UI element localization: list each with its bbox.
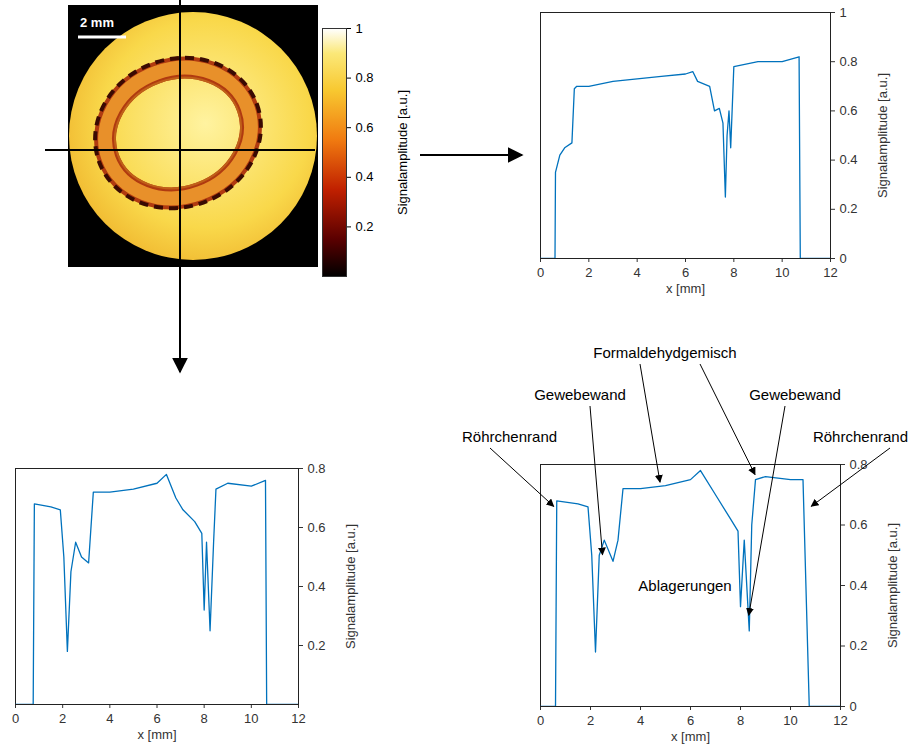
- svg-text:8: 8: [201, 711, 208, 726]
- svg-text:0: 0: [537, 713, 544, 728]
- svg-text:Gewebewand: Gewebewand: [749, 386, 841, 403]
- svg-text:0.8: 0.8: [308, 461, 326, 476]
- svg-text:Signalamplitude [a.u.]: Signalamplitude [a.u.]: [885, 523, 900, 648]
- svg-text:Signalamplitude [a.u.]: Signalamplitude [a.u.]: [875, 73, 890, 198]
- svg-text:0.4: 0.4: [356, 169, 374, 184]
- svg-text:Röhrchenrand: Röhrchenrand: [462, 428, 557, 445]
- svg-text:x [mm]: x [mm]: [671, 729, 710, 744]
- svg-text:8: 8: [737, 713, 744, 728]
- svg-text:4: 4: [106, 711, 113, 726]
- svg-text:Röhrchenrand: Röhrchenrand: [813, 428, 908, 445]
- svg-text:0.8: 0.8: [850, 457, 868, 472]
- svg-text:0: 0: [840, 251, 847, 266]
- svg-text:2: 2: [59, 711, 66, 726]
- svg-text:2 mm: 2 mm: [80, 15, 114, 30]
- svg-text:0.6: 0.6: [356, 120, 374, 135]
- svg-text:10: 10: [244, 711, 258, 726]
- svg-text:0.6: 0.6: [840, 103, 858, 118]
- svg-text:8: 8: [730, 265, 737, 280]
- svg-text:Formaldehydgemisch: Formaldehydgemisch: [593, 344, 736, 361]
- svg-text:0.4: 0.4: [840, 152, 858, 167]
- svg-text:10: 10: [775, 265, 789, 280]
- svg-text:0: 0: [537, 265, 544, 280]
- svg-text:Signalamplitude [a.u.]: Signalamplitude [a.u.]: [395, 90, 410, 215]
- svg-text:Ablagerungen: Ablagerungen: [638, 577, 731, 594]
- svg-text:6: 6: [682, 265, 689, 280]
- svg-text:0.6: 0.6: [850, 517, 868, 532]
- svg-text:0.6: 0.6: [308, 520, 326, 535]
- svg-text:2: 2: [585, 265, 592, 280]
- svg-text:0.2: 0.2: [840, 201, 858, 216]
- svg-text:0.2: 0.2: [356, 219, 374, 234]
- svg-text:6: 6: [687, 713, 694, 728]
- svg-text:6: 6: [153, 711, 160, 726]
- svg-text:Signalamplitude [a.u.]: Signalamplitude [a.u.]: [343, 524, 358, 649]
- svg-text:4: 4: [634, 265, 641, 280]
- svg-text:0.8: 0.8: [840, 54, 858, 69]
- svg-text:2: 2: [587, 713, 594, 728]
- svg-text:12: 12: [823, 265, 837, 280]
- svg-text:12: 12: [291, 711, 305, 726]
- svg-text:0: 0: [850, 699, 857, 714]
- svg-text:x [mm]: x [mm]: [138, 727, 177, 742]
- svg-text:Gewebewand: Gewebewand: [534, 386, 626, 403]
- svg-text:0.2: 0.2: [850, 638, 868, 653]
- svg-text:0.4: 0.4: [850, 578, 868, 593]
- svg-text:0.4: 0.4: [308, 579, 326, 594]
- svg-text:1: 1: [356, 21, 363, 36]
- svg-text:1: 1: [840, 5, 847, 20]
- svg-text:x [mm]: x [mm]: [666, 281, 705, 296]
- svg-text:10: 10: [783, 713, 797, 728]
- svg-text:4: 4: [637, 713, 644, 728]
- svg-text:0.2: 0.2: [308, 638, 326, 653]
- svg-text:0.8: 0.8: [356, 70, 374, 85]
- svg-text:12: 12: [833, 713, 847, 728]
- svg-text:0: 0: [12, 711, 19, 726]
